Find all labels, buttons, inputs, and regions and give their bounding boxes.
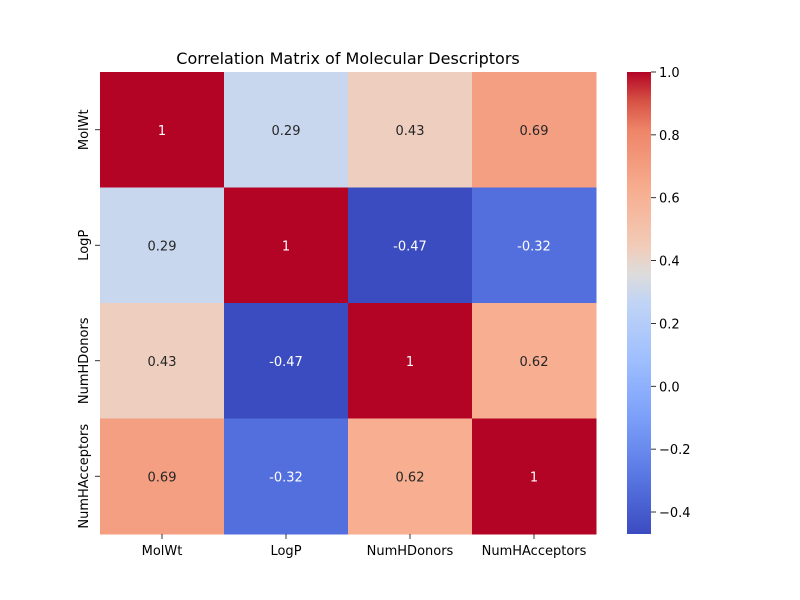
colorbar-tick-label: 0.4 bbox=[659, 255, 680, 270]
heatmap-cells: 1 0.29 0.43 0.69 0.29 1 -0.47 -0.32 0.43 -0.47 1 0.… bbox=[100, 72, 597, 535]
x-tick-label: LogP bbox=[270, 544, 301, 559]
heatmap-cell bbox=[100, 418, 225, 535]
chart-title: Correlation Matrix of Molecular Descript… bbox=[176, 49, 519, 68]
heatmap-cell bbox=[224, 72, 349, 188]
heatmap-cell bbox=[224, 303, 349, 419]
cell-value-label: 0.62 bbox=[520, 355, 549, 370]
y-tick-label: LogP bbox=[77, 230, 92, 261]
cell-value-label: 0.43 bbox=[148, 355, 177, 370]
heatmap-cell bbox=[348, 187, 473, 304]
colorbar-tick-label: 0.6 bbox=[659, 192, 680, 207]
colorbar-tick-label: 0.0 bbox=[659, 380, 680, 395]
colorbar: 1.0 0.8 0.6 0.4 0.2 0.0 −0.2 −0.4 bbox=[627, 66, 691, 534]
cell-value-label: 1 bbox=[530, 470, 538, 485]
cell-value-label: 0.69 bbox=[148, 470, 177, 485]
colorbar-tick-label: 0.2 bbox=[659, 317, 680, 332]
cell-value-label: 0.69 bbox=[520, 124, 549, 139]
colorbar-tick-label: 1.0 bbox=[659, 66, 680, 81]
cell-value-label: 0.62 bbox=[396, 470, 425, 485]
heatmap-cell bbox=[348, 72, 473, 188]
heatmap-cell bbox=[472, 72, 597, 188]
heatmap-cell bbox=[348, 418, 473, 535]
heatmap-cell bbox=[472, 418, 597, 535]
heatmap-cell bbox=[100, 187, 225, 304]
heatmap-cell bbox=[224, 418, 349, 535]
cell-value-label: 0.29 bbox=[148, 239, 177, 254]
heatmap-cell bbox=[472, 303, 597, 419]
colorbar-gradient bbox=[627, 72, 651, 534]
cell-value-label: 1 bbox=[406, 355, 414, 370]
y-tick-label: NumHAcceptors bbox=[77, 424, 92, 529]
cell-value-label: 0.29 bbox=[272, 124, 301, 139]
heatmap-cell bbox=[224, 187, 349, 304]
x-tick-label: NumHDonors bbox=[367, 544, 454, 559]
cell-value-label: 1 bbox=[158, 124, 166, 139]
colorbar-tick-label: −0.2 bbox=[659, 443, 691, 458]
y-tick-label: NumHDonors bbox=[77, 317, 92, 404]
x-tick-label: MolWt bbox=[142, 544, 183, 559]
cell-value-label: 1 bbox=[282, 239, 290, 254]
y-tick-label: MolWt bbox=[77, 109, 92, 150]
colorbar-tick-label: −0.4 bbox=[659, 506, 691, 521]
heatmap-cell bbox=[348, 303, 473, 419]
cell-value-label: 0.43 bbox=[396, 124, 425, 139]
cell-value-label: -0.47 bbox=[269, 355, 303, 370]
cell-value-label: -0.47 bbox=[393, 239, 427, 254]
x-axis: MolWt LogP NumHDonors NumHAcceptors bbox=[142, 534, 587, 559]
colorbar-tick-label: 0.8 bbox=[659, 129, 680, 144]
heatmap-cell bbox=[100, 303, 225, 419]
y-axis: MolWt LogP NumHDonors NumHAcceptors bbox=[77, 109, 100, 529]
x-tick-label: NumHAcceptors bbox=[482, 544, 587, 559]
cell-value-label: -0.32 bbox=[269, 470, 303, 485]
cell-value-label: -0.32 bbox=[517, 239, 551, 254]
heatmap-cell bbox=[472, 187, 597, 304]
colorbar-ticks: 1.0 0.8 0.6 0.4 0.2 0.0 −0.2 −0.4 bbox=[651, 66, 691, 521]
heatmap-cell bbox=[100, 72, 225, 188]
